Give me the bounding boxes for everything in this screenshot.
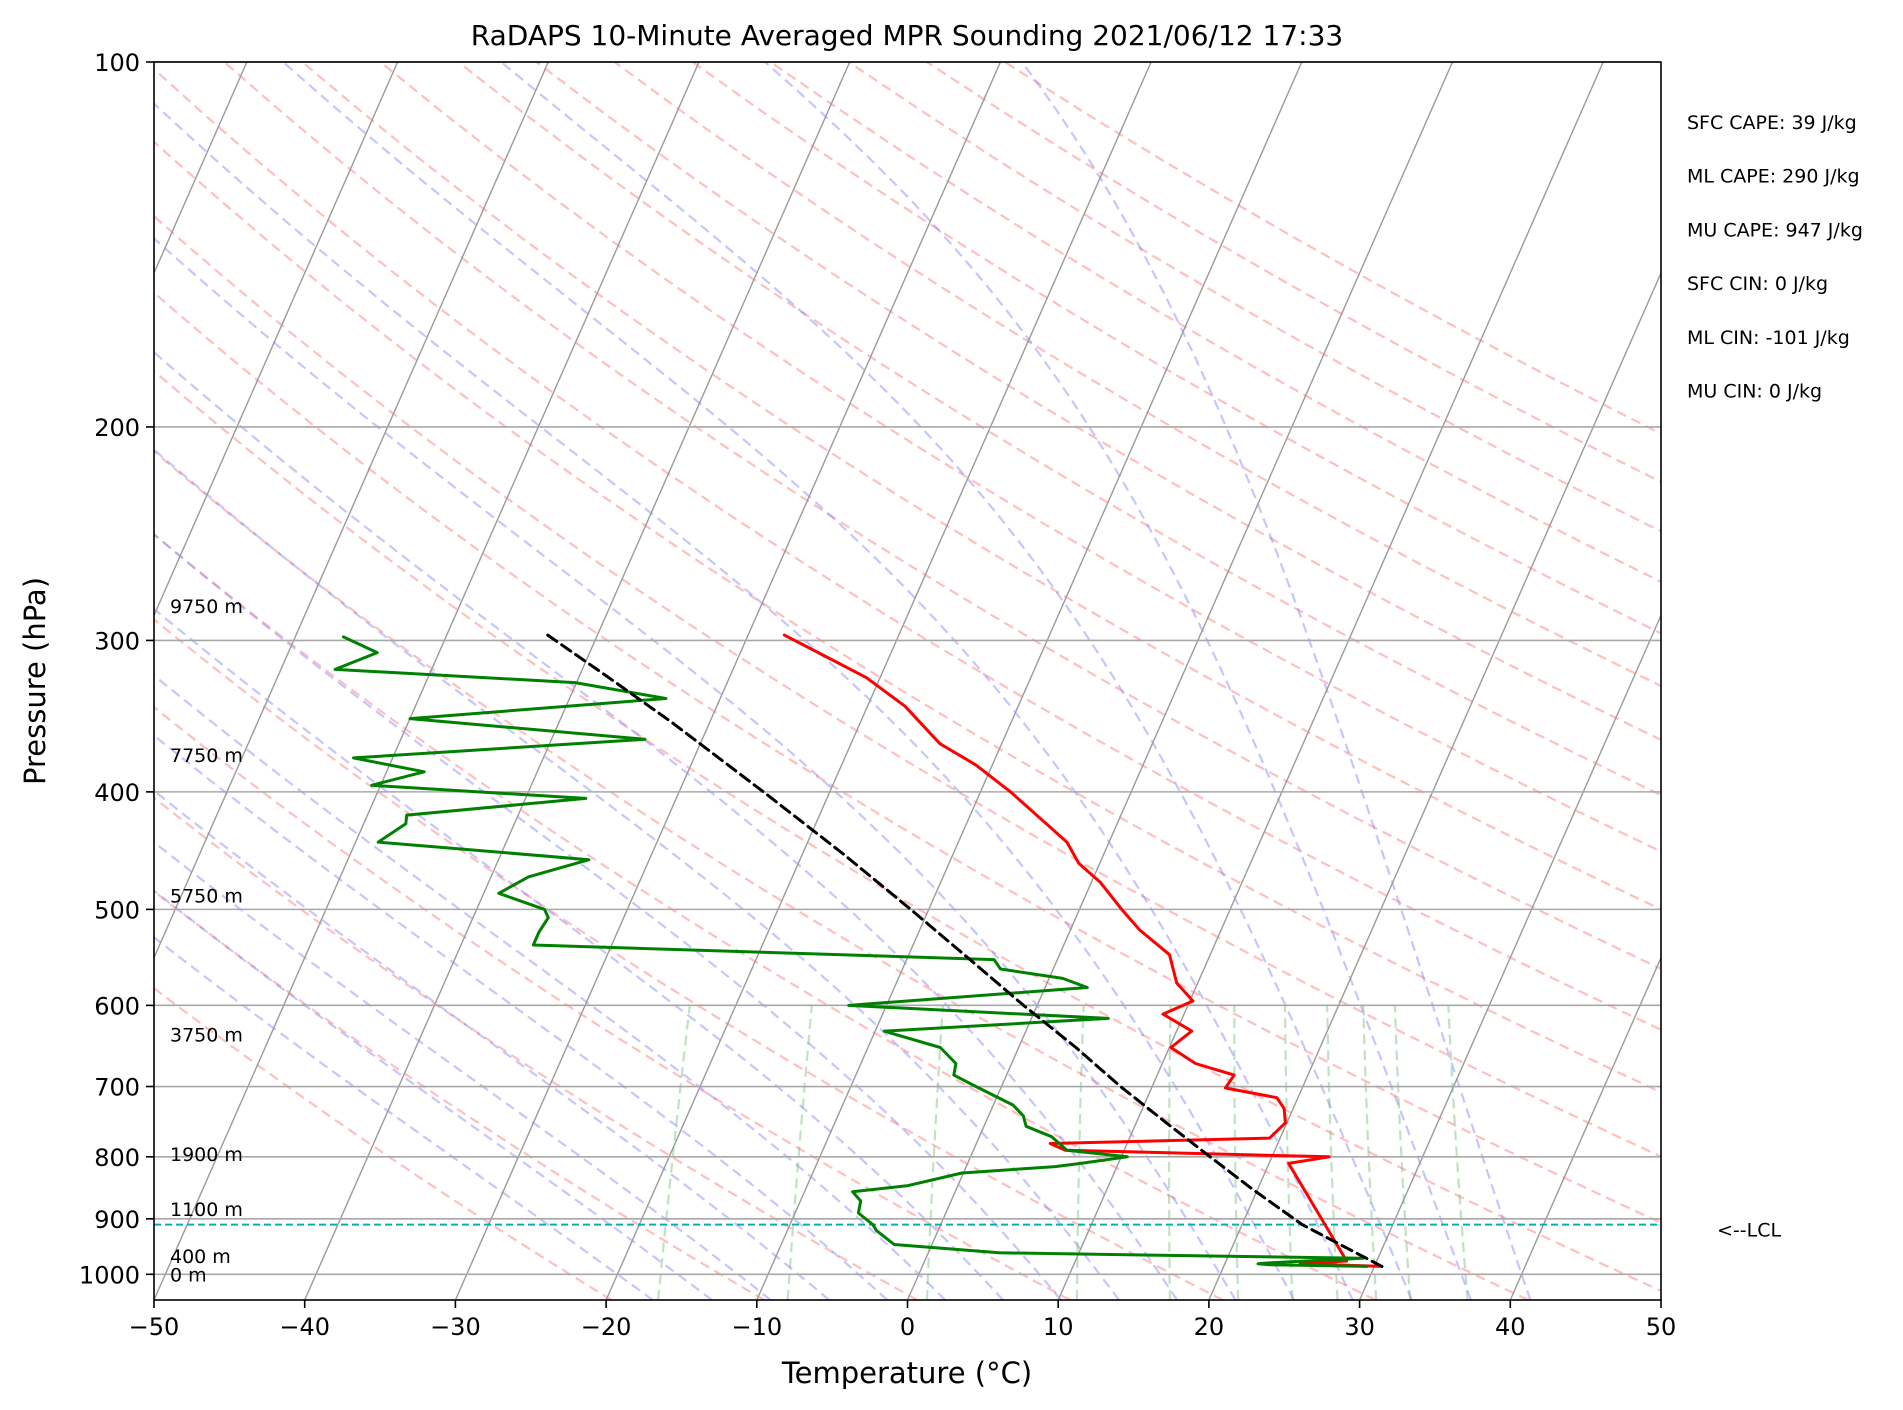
x-tick-label: 0 — [900, 1313, 915, 1341]
y-tick-label: 600 — [94, 992, 140, 1020]
height-label: 3750 m — [170, 1024, 243, 1046]
lcl-label: <--LCL — [1717, 1220, 1781, 1242]
dry-adiabat — [0, 62, 1903, 1300]
dry-adiabat — [927, 62, 1903, 1300]
isotherm — [1360, 62, 1903, 1300]
x-tick-label: 10 — [1043, 1313, 1074, 1341]
dry-adiabat — [380, 62, 1903, 1300]
height-label: 7750 m — [170, 745, 243, 767]
isotherm — [154, 62, 699, 1300]
isotherm — [1209, 62, 1754, 1300]
moist-adiabat — [0, 62, 712, 1300]
x-axis-title: Temperature (°C) — [781, 1356, 1032, 1390]
x-axis: −50 −40 −30 −20 −10 0 10 20 30 40 50 — [129, 1300, 1677, 1341]
y-tick-label: 1000 — [79, 1261, 140, 1289]
dry-adiabat — [0, 62, 1681, 1300]
stat-line: SFC CAPE: 39 J/kg — [1687, 112, 1857, 134]
y-tick-label: 800 — [94, 1144, 140, 1172]
height-label: 5750 m — [170, 885, 243, 907]
mixing-ratio-line — [1395, 1005, 1410, 1300]
stat-line: MU CAPE: 947 J/kg — [1687, 219, 1863, 241]
moist-adiabat — [110, 62, 1294, 1300]
height-label: 1100 m — [170, 1199, 243, 1221]
isotherm — [1661, 62, 1903, 1300]
dry-adiabat — [849, 62, 1903, 1300]
mixing-ratio-line — [1448, 1005, 1467, 1300]
pressure-gridlines — [154, 62, 1661, 1274]
x-tick-label: −30 — [430, 1313, 481, 1341]
height-label: 1900 m — [170, 1144, 243, 1166]
x-tick-label: 20 — [1194, 1313, 1225, 1341]
moist-adiabat — [0, 62, 771, 1300]
x-tick-label: −20 — [581, 1313, 632, 1341]
moist-adiabat — [0, 62, 945, 1300]
y-axis: 100 200 300 400 500 600 700 800 900 1000 — [79, 49, 154, 1289]
mixing-ratio-line — [658, 1005, 690, 1300]
moist-adiabat — [0, 62, 1177, 1300]
y-tick-label: 500 — [94, 896, 140, 924]
dry-adiabat — [224, 62, 1903, 1300]
stability-indices: SFC CAPE: 39 J/kg ML CAPE: 290 J/kg MU CAP… — [1687, 112, 1863, 403]
x-tick-label: 50 — [1646, 1313, 1677, 1341]
y-axis-title: Pressure (hPa) — [18, 577, 52, 785]
dry-adiabat — [0, 62, 764, 1300]
y-tick-label: 400 — [94, 779, 140, 807]
x-tick-label: −10 — [731, 1313, 782, 1341]
dry-adiabat — [771, 62, 1903, 1300]
background-lines — [0, 62, 1903, 1300]
y-tick-label: 900 — [94, 1206, 140, 1234]
y-tick-label: 200 — [94, 414, 140, 442]
x-tick-label: 30 — [1344, 1313, 1375, 1341]
stat-line: MU CIN: 0 J/kg — [1687, 381, 1822, 403]
height-label: 9750 m — [170, 596, 243, 618]
x-tick-label: −40 — [279, 1313, 330, 1341]
stat-line: SFC CIN: 0 J/kg — [1687, 273, 1828, 295]
stat-line: ML CIN: -101 J/kg — [1687, 327, 1850, 349]
moist-adiabat — [0, 62, 1003, 1300]
plot-frame — [154, 62, 1661, 1300]
x-tick-label: 40 — [1495, 1313, 1526, 1341]
y-tick-label: 300 — [94, 627, 140, 655]
moist-adiabat — [501, 62, 1412, 1300]
isotherm — [305, 62, 850, 1300]
isotherm — [0, 62, 398, 1300]
dry-adiabat — [615, 62, 1903, 1300]
x-tick-label: −50 — [129, 1313, 180, 1341]
height-label: 0 m — [170, 1264, 207, 1286]
stat-line: ML CAPE: 290 J/kg — [1687, 166, 1860, 188]
mixing-ratio-line — [788, 1005, 812, 1300]
isotherm — [757, 62, 1302, 1300]
y-tick-label: 700 — [94, 1074, 140, 1102]
dry-adiabat — [693, 62, 1903, 1300]
moist-adiabat — [1022, 62, 1530, 1300]
dry-adiabat — [0, 62, 917, 1300]
y-tick-label: 100 — [94, 49, 140, 77]
chart-title: RaDAPS 10-Minute Averaged MPR Sounding 2… — [471, 19, 1343, 52]
dry-adiabat — [68, 62, 1903, 1300]
dry-adiabat — [146, 62, 1903, 1300]
